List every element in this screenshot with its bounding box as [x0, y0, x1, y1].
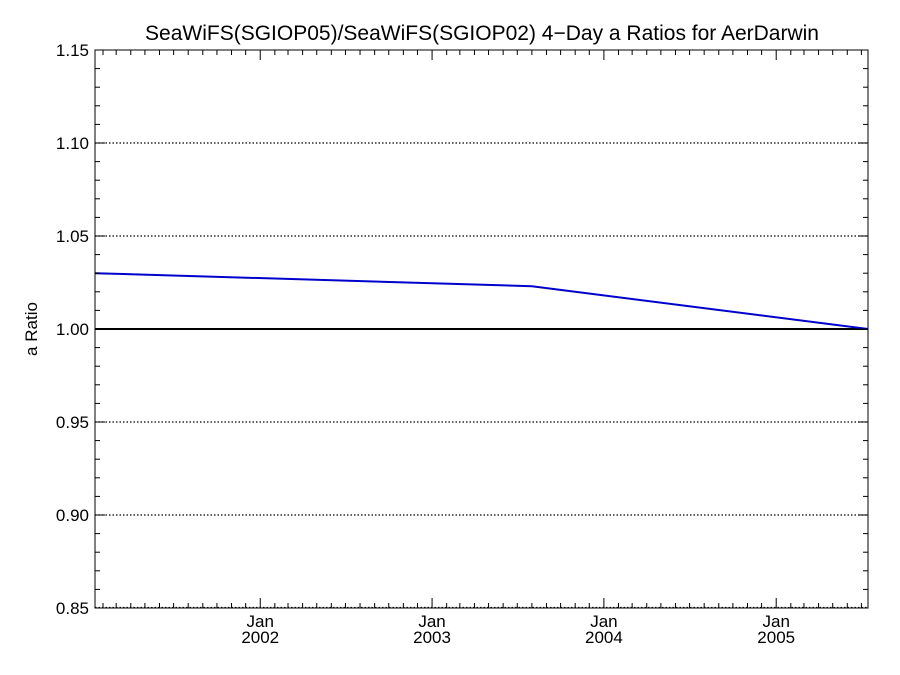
tick-labels: 0.850.900.951.001.051.101.15Jan2002Jan20… — [56, 41, 795, 647]
series-line — [94, 272, 869, 330]
x-tick-label-month: Jan — [762, 612, 789, 631]
y-tick-label: 0.90 — [56, 506, 89, 525]
plot-frame — [94, 49, 869, 609]
x-tick-label-month: Jan — [247, 612, 274, 631]
y-tick-label: 1.15 — [56, 41, 89, 60]
x-tick-label-year: 2003 — [413, 628, 451, 647]
y-tick-label: 1.00 — [56, 320, 89, 339]
y-tick-label: 0.95 — [56, 413, 89, 432]
x-tick-label-year: 2004 — [585, 628, 623, 647]
gridlines — [95, 142, 868, 609]
x-tick-label-year: 2005 — [757, 628, 795, 647]
x-tick-label-year: 2002 — [241, 628, 279, 647]
y-tick-label: 1.10 — [56, 134, 89, 153]
y-tick-label: 0.85 — [56, 599, 89, 618]
x-tick-label-month: Jan — [418, 612, 445, 631]
x-tick-label-month: Jan — [590, 612, 617, 631]
y-axis-label: a Ratio — [22, 302, 41, 356]
chart-title: SeaWiFS(SGIOP05)/SeaWiFS(SGIOP02) 4−Day … — [145, 22, 819, 45]
series-group — [94, 272, 869, 330]
y-tick-label: 1.05 — [56, 227, 89, 246]
